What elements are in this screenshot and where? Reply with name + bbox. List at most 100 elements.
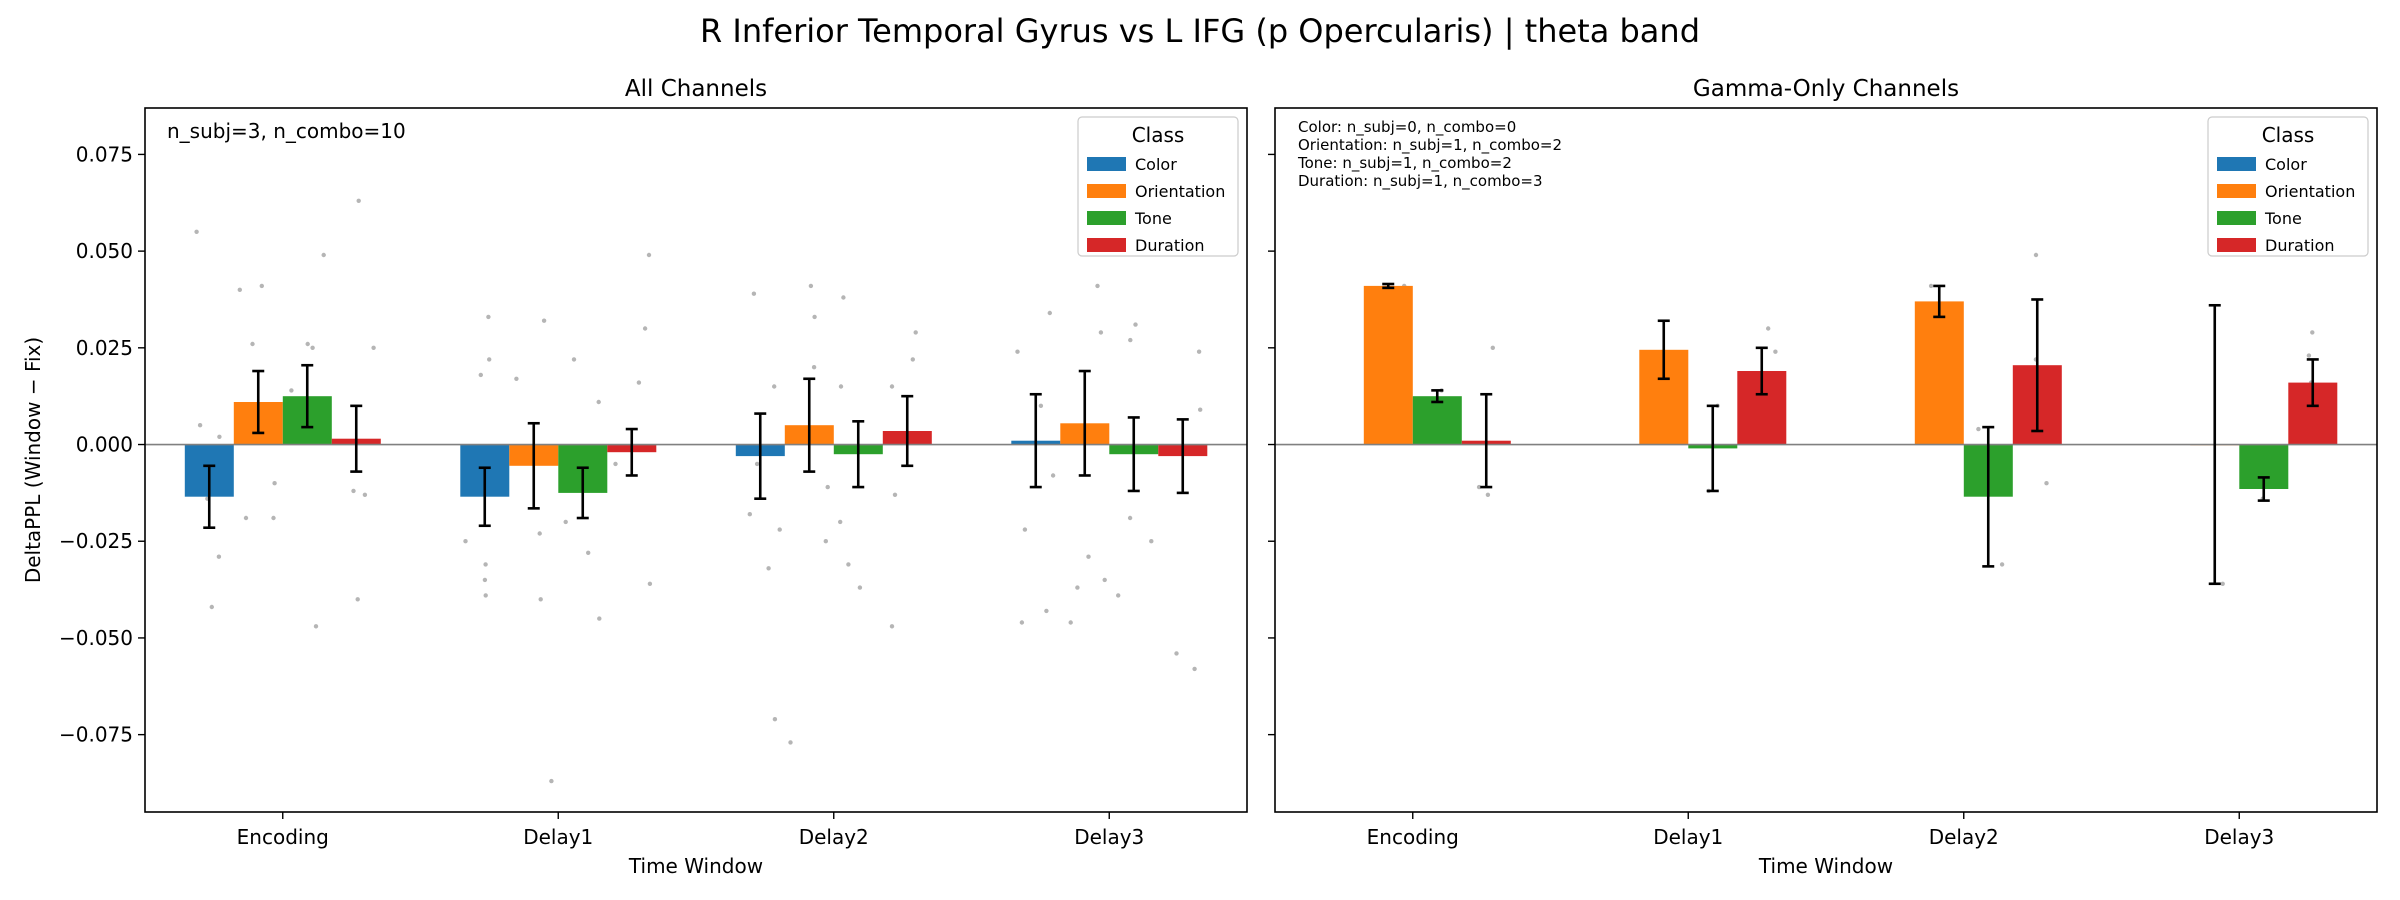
panel-title: Gamma-Only Channels bbox=[1693, 76, 1959, 102]
y-tick-label: −0.050 bbox=[59, 626, 133, 650]
legend-label-duration: Duration bbox=[1135, 236, 1205, 255]
data-point bbox=[483, 593, 488, 598]
data-point bbox=[487, 357, 492, 362]
legend: Class Color Orientation Tone Duration bbox=[2207, 116, 2369, 257]
data-point bbox=[808, 283, 814, 289]
x-tick-label: Delay1 bbox=[1653, 825, 1723, 849]
bar-orientation bbox=[1914, 301, 1964, 445]
bar-tone bbox=[1412, 396, 1462, 445]
data-point bbox=[788, 740, 793, 745]
panel-all-channels: −0.075 −0.050 −0.025 0.000 0.025 0.050 0.075 En… bbox=[21, 76, 1248, 878]
data-point bbox=[1976, 426, 1981, 432]
error-bar bbox=[901, 394, 914, 468]
data-point bbox=[259, 283, 264, 289]
data-point bbox=[838, 384, 844, 389]
annotation-text: Orientation: n_subj=1, n_combo=2 bbox=[1298, 136, 1562, 155]
data-point bbox=[486, 314, 491, 320]
x-tick-label: Delay2 bbox=[1929, 825, 1999, 849]
data-point bbox=[514, 376, 519, 381]
data-point bbox=[1999, 562, 2005, 567]
data-point bbox=[194, 229, 199, 234]
data-point bbox=[747, 512, 752, 517]
legend-swatch-duration bbox=[2217, 238, 2256, 252]
error-bar bbox=[527, 421, 540, 510]
legend: Class Color Orientation Tone Duration bbox=[1077, 116, 1239, 257]
data-point bbox=[772, 384, 777, 389]
data-point bbox=[777, 527, 782, 532]
error-bar bbox=[1382, 282, 1395, 290]
data-point bbox=[1766, 326, 1771, 331]
data-point bbox=[1047, 310, 1053, 316]
data-point bbox=[478, 372, 483, 378]
data-point bbox=[892, 492, 898, 497]
data-point bbox=[371, 345, 376, 350]
data-point bbox=[356, 198, 361, 203]
data-point bbox=[355, 597, 360, 602]
data-point bbox=[642, 326, 648, 331]
data-point bbox=[271, 515, 276, 521]
y-tick-label: 0.075 bbox=[76, 142, 133, 166]
data-point bbox=[1149, 539, 1154, 544]
data-point bbox=[321, 252, 326, 258]
data-point bbox=[841, 295, 846, 300]
legend-label-duration: Duration bbox=[2265, 236, 2335, 255]
bar-orientation bbox=[1363, 285, 1413, 445]
data-point bbox=[2044, 481, 2049, 486]
data-point bbox=[597, 616, 602, 621]
data-point bbox=[1116, 593, 1121, 598]
data-point bbox=[216, 554, 222, 559]
legend-label-orientation: Orientation bbox=[1135, 182, 1225, 201]
data-point bbox=[272, 481, 277, 486]
data-point bbox=[1022, 527, 1028, 532]
legend-label-orientation: Orientation bbox=[2265, 182, 2355, 201]
data-point bbox=[1928, 283, 1934, 289]
data-point bbox=[209, 604, 214, 610]
axes-frame bbox=[144, 107, 1248, 813]
data-point bbox=[571, 357, 577, 362]
error-bar bbox=[2208, 303, 2221, 586]
data-point bbox=[1044, 608, 1049, 614]
data-point bbox=[197, 423, 203, 428]
error-bar bbox=[1933, 284, 1946, 319]
data-point bbox=[243, 515, 249, 521]
data-point bbox=[1485, 492, 1491, 497]
data-point bbox=[889, 624, 895, 629]
data-point bbox=[1133, 322, 1138, 327]
data-point bbox=[751, 291, 757, 296]
error-bar bbox=[852, 420, 865, 489]
data-point bbox=[1490, 345, 1496, 350]
data-point bbox=[1095, 283, 1100, 289]
panel-title: All Channels bbox=[625, 76, 767, 102]
x-tick-label: Delay3 bbox=[1074, 825, 1144, 849]
data-point bbox=[305, 341, 310, 347]
data-point bbox=[541, 318, 547, 323]
annotation-text: Color: n_subj=0, n_combo=0 bbox=[1298, 118, 1516, 137]
error-bar bbox=[1078, 369, 1091, 477]
data-point bbox=[1198, 407, 1203, 412]
legend-label-color: Color bbox=[2265, 155, 2307, 174]
error-bar bbox=[1982, 425, 1995, 568]
legend-label-tone: Tone bbox=[2264, 209, 2302, 228]
data-point bbox=[1127, 515, 1133, 521]
error-bar bbox=[301, 363, 314, 429]
error-bar bbox=[1755, 346, 1768, 396]
data-point bbox=[2033, 252, 2039, 258]
error-bar bbox=[1029, 392, 1042, 489]
annotation-text: Tone: n_subj=1, n_combo=2 bbox=[1297, 154, 1512, 173]
data-point bbox=[250, 341, 255, 347]
error-bar bbox=[1127, 416, 1140, 493]
y-tick-label: 0.050 bbox=[76, 239, 133, 263]
x-axis-label: Time Window bbox=[628, 854, 763, 878]
error-bar bbox=[252, 369, 265, 435]
annotation-text: Duration: n_subj=1, n_combo=3 bbox=[1298, 172, 1543, 191]
legend-swatch-color bbox=[1087, 157, 1126, 171]
legend-swatch-orientation bbox=[2217, 184, 2256, 198]
data-point bbox=[1098, 330, 1104, 335]
axes-frame bbox=[1274, 107, 2378, 813]
error-bar bbox=[2306, 358, 2319, 408]
data-point bbox=[766, 566, 771, 571]
panel-gamma-only-channels: Encoding Delay1 Delay2 Delay3 Time Window Gam… bbox=[1268, 76, 2378, 878]
data-point bbox=[482, 577, 488, 583]
data-point bbox=[596, 399, 601, 405]
